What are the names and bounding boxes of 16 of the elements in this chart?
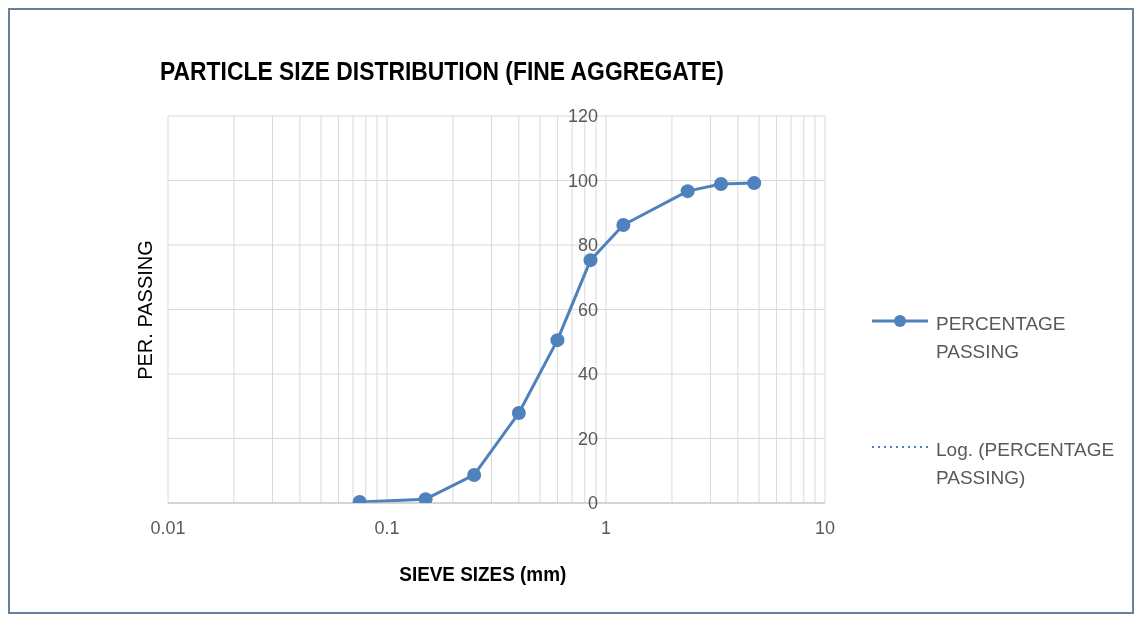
y-axis-title: PER. PASSING xyxy=(133,240,157,380)
x-tick-label: 0.01 xyxy=(150,517,186,538)
y-tick-label: 60 xyxy=(577,299,598,320)
legend-label: PERCENTAGE PASSING xyxy=(936,312,1067,364)
legend-label: Log. (PERCENTAGE PASSING) xyxy=(936,438,1116,490)
y-tick-label: 120 xyxy=(567,106,598,126)
y-tick-label: 100 xyxy=(567,170,598,191)
y-tick-label: 40 xyxy=(577,364,598,384)
y-tick-label: 0 xyxy=(587,493,598,513)
x-tick-label: 0.1 xyxy=(374,517,400,538)
x-tick-label: 1 xyxy=(600,517,612,538)
y-tick-label: 20 xyxy=(577,428,598,449)
x-axis-title: SIEVE SIZES (mm) xyxy=(399,562,567,586)
y-tick-label: 80 xyxy=(577,235,598,255)
x-tick-label: 10 xyxy=(814,517,836,538)
chart-title: PARTICLE SIZE DISTRIBUTION (FINE AGGREGATE) xyxy=(160,56,724,87)
